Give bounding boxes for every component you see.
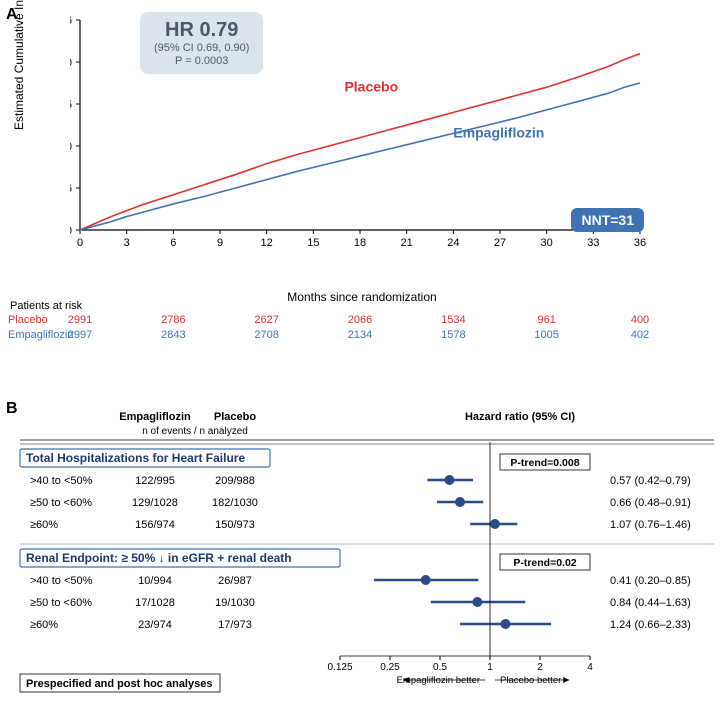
svg-text:0: 0 xyxy=(77,237,83,249)
svg-text:4: 4 xyxy=(587,662,593,673)
svg-text:36: 36 xyxy=(634,237,646,249)
svg-text:P-trend=0.02: P-trend=0.02 xyxy=(513,557,576,569)
hr-box: HR 0.79 (95% CI 0.69, 0.90) P = 0.0003 xyxy=(140,12,263,74)
svg-text:1.24 (0.66–2.33): 1.24 (0.66–2.33) xyxy=(610,619,691,631)
svg-text:≥50 to <60%: ≥50 to <60% xyxy=(30,597,92,609)
hr-p: P = 0.0003 xyxy=(154,55,249,68)
svg-text:156/974: 156/974 xyxy=(135,519,175,531)
svg-text:≥50 to <60%: ≥50 to <60% xyxy=(30,497,92,509)
svg-text:20: 20 xyxy=(70,57,72,69)
svg-text:21: 21 xyxy=(401,237,413,249)
svg-text:Empagliflozin better: Empagliflozin better xyxy=(397,675,480,686)
svg-text:122/995: 122/995 xyxy=(135,475,175,487)
svg-text:15: 15 xyxy=(307,237,319,249)
svg-text:17/1028: 17/1028 xyxy=(135,597,175,609)
svg-text:0.57 (0.42–0.79): 0.57 (0.42–0.79) xyxy=(610,475,691,487)
svg-text:25: 25 xyxy=(70,15,72,27)
svg-text:0.125: 0.125 xyxy=(327,662,352,673)
svg-text:>40 to <50%: >40 to <50% xyxy=(30,575,93,587)
svg-text:Hazard ratio (95% CI): Hazard ratio (95% CI) xyxy=(465,411,575,423)
svg-text:9: 9 xyxy=(217,237,223,249)
hr-main: HR 0.79 xyxy=(154,18,249,42)
svg-text:0: 0 xyxy=(70,225,72,237)
svg-text:≥60%: ≥60% xyxy=(30,519,58,531)
svg-text:Renal Endpoint: ≥ 50% ↓ in eGF: Renal Endpoint: ≥ 50% ↓ in eGFR + renal … xyxy=(26,551,292,565)
svg-text:P-trend=0.008: P-trend=0.008 xyxy=(510,457,579,469)
y-axis-label: Estimated Cumulative Incidence (%) xyxy=(12,0,26,130)
svg-text:Placebo: Placebo xyxy=(214,411,256,423)
nnt-box: NNT=31 xyxy=(571,208,644,232)
x-axis-label: Months since randomization xyxy=(0,290,724,304)
svg-text:Empagliflozin: Empagliflozin xyxy=(453,125,544,141)
svg-text:209/988: 209/988 xyxy=(215,475,255,487)
svg-text:23/974: 23/974 xyxy=(138,619,172,631)
svg-text:0.84 (0.44–1.63): 0.84 (0.44–1.63) xyxy=(610,597,691,609)
svg-text:182/1030: 182/1030 xyxy=(212,497,258,509)
svg-text:19/1030: 19/1030 xyxy=(215,597,255,609)
risk-table: Patients at riskPlacebo29912786262720661… xyxy=(10,300,82,344)
panel-b: B EmpagliflozinPlaceboHazard ratio (95% … xyxy=(0,400,724,722)
svg-text:0.41 (0.20–0.85): 0.41 (0.20–0.85) xyxy=(610,575,691,587)
svg-text:2: 2 xyxy=(537,662,543,673)
svg-text:26/987: 26/987 xyxy=(218,575,252,587)
svg-text:≥60%: ≥60% xyxy=(30,619,58,631)
svg-text:Empagliflozin: Empagliflozin xyxy=(119,411,191,423)
svg-text:Placebo: Placebo xyxy=(344,78,398,94)
svg-text:>40 to <50%: >40 to <50% xyxy=(30,475,93,487)
svg-text:10: 10 xyxy=(70,141,72,153)
svg-text:Prespecified and post hoc anal: Prespecified and post hoc analyses xyxy=(26,678,212,690)
svg-text:0.25: 0.25 xyxy=(380,662,400,673)
svg-text:0.66 (0.48–0.91): 0.66 (0.48–0.91) xyxy=(610,497,691,509)
svg-text:5: 5 xyxy=(70,183,72,195)
svg-text:Placebo better: Placebo better xyxy=(500,675,561,686)
svg-text:17/973: 17/973 xyxy=(218,619,252,631)
svg-text:3: 3 xyxy=(124,237,130,249)
svg-text:150/973: 150/973 xyxy=(215,519,255,531)
svg-text:12: 12 xyxy=(261,237,273,249)
svg-text:27: 27 xyxy=(494,237,506,249)
svg-text:6: 6 xyxy=(170,237,176,249)
svg-text:10/994: 10/994 xyxy=(138,575,172,587)
svg-text:33: 33 xyxy=(587,237,599,249)
svg-text:Total Hospitalizations for Hea: Total Hospitalizations for Heart Failure xyxy=(26,451,245,465)
svg-text:24: 24 xyxy=(447,237,459,249)
svg-text:18: 18 xyxy=(354,237,366,249)
svg-text:1: 1 xyxy=(487,662,493,673)
panel-a: A Estimated Cumulative Incidence (%) 051… xyxy=(0,0,724,360)
svg-text:129/1028: 129/1028 xyxy=(132,497,178,509)
svg-text:15: 15 xyxy=(70,99,72,111)
svg-text:0.5: 0.5 xyxy=(433,662,447,673)
hr-ci: (95% CI 0.69, 0.90) xyxy=(154,42,249,55)
forest-plot: Empagliflozin Placebo Hazard ratio (95% CI… xyxy=(0,400,724,722)
svg-text:30: 30 xyxy=(541,237,553,249)
svg-text:n of events / n analyzed: n of events / n analyzed xyxy=(142,426,248,437)
svg-text:1.07 (0.76–1.46): 1.07 (0.76–1.46) xyxy=(610,519,691,531)
